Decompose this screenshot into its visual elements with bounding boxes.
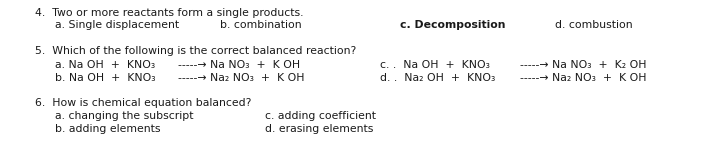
Text: c. .  Na OH  +  KNO₃: c. . Na OH + KNO₃ [380, 60, 490, 70]
Text: -----→ Na₂ NO₃  +  K OH: -----→ Na₂ NO₃ + K OH [520, 73, 647, 83]
Text: a. Na OH  +  KNO₃: a. Na OH + KNO₃ [55, 60, 155, 70]
Text: 4.  Two or more reactants form a single products.: 4. Two or more reactants form a single p… [35, 8, 304, 18]
Text: b. adding elements: b. adding elements [55, 124, 160, 134]
Text: a. Single displacement: a. Single displacement [55, 20, 179, 30]
Text: a. changing the subscript: a. changing the subscript [55, 111, 193, 121]
Text: -----→ Na₂ NO₃  +  K OH: -----→ Na₂ NO₃ + K OH [178, 73, 304, 83]
Text: d. erasing elements: d. erasing elements [265, 124, 373, 134]
Text: c. Decomposition: c. Decomposition [400, 20, 505, 30]
Text: 6.  How is chemical equation balanced?: 6. How is chemical equation balanced? [35, 98, 251, 108]
Text: d. combustion: d. combustion [555, 20, 633, 30]
Text: b. Na OH  +  KNO₃: b. Na OH + KNO₃ [55, 73, 155, 83]
Text: d. .  Na₂ OH  +  KNO₃: d. . Na₂ OH + KNO₃ [380, 73, 495, 83]
Text: -----→ Na NO₃  +  K₂ OH: -----→ Na NO₃ + K₂ OH [520, 60, 647, 70]
Text: -----→ Na NO₃  +  K OH: -----→ Na NO₃ + K OH [178, 60, 300, 70]
Text: 5.  Which of the following is the correct balanced reaction?: 5. Which of the following is the correct… [35, 46, 357, 56]
Text: c. adding coefficient: c. adding coefficient [265, 111, 376, 121]
Text: b. combination: b. combination [220, 20, 301, 30]
